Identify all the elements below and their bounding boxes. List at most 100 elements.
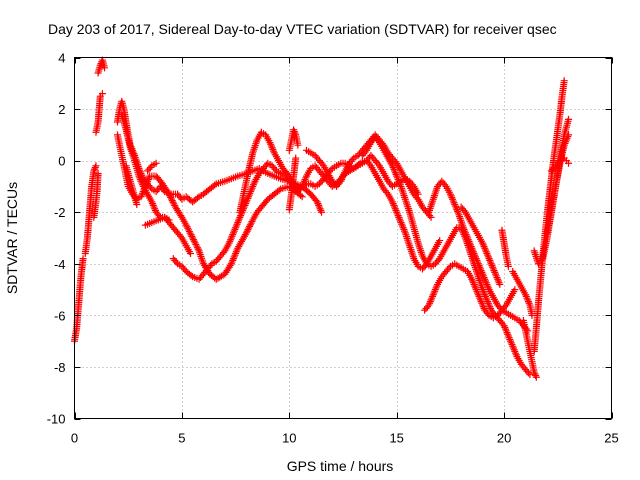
data-point bbox=[152, 159, 160, 167]
data-point bbox=[133, 200, 141, 208]
data-point bbox=[532, 252, 540, 260]
data-point bbox=[396, 179, 404, 187]
data-point bbox=[197, 252, 205, 260]
data-point bbox=[413, 194, 421, 202]
data-point bbox=[167, 193, 175, 201]
data-point bbox=[501, 303, 509, 311]
data-point bbox=[408, 249, 416, 257]
data-point bbox=[479, 272, 487, 280]
data-point bbox=[464, 236, 472, 244]
data-point bbox=[481, 292, 489, 300]
data-point bbox=[338, 174, 346, 182]
data-point bbox=[512, 349, 520, 357]
data-point bbox=[512, 351, 520, 359]
data-point bbox=[504, 330, 512, 338]
data-point bbox=[400, 192, 408, 200]
plot-frame bbox=[74, 57, 612, 419]
data-point bbox=[565, 159, 573, 167]
data-point bbox=[530, 247, 538, 255]
data-point bbox=[388, 198, 396, 206]
data-point bbox=[139, 181, 147, 189]
data-point bbox=[436, 237, 444, 245]
data-point bbox=[405, 240, 413, 248]
data-point bbox=[445, 264, 453, 272]
data-point bbox=[446, 190, 454, 198]
data-point bbox=[290, 127, 298, 135]
data-point bbox=[398, 220, 406, 228]
data-point bbox=[532, 373, 540, 381]
data-point bbox=[148, 198, 156, 206]
data-point bbox=[451, 200, 459, 208]
data-point bbox=[172, 258, 180, 266]
data-point bbox=[469, 279, 477, 287]
data-point bbox=[508, 341, 516, 349]
data-point bbox=[484, 253, 492, 261]
data-point bbox=[481, 277, 489, 285]
data-point bbox=[425, 301, 433, 309]
data-point bbox=[268, 144, 276, 152]
data-point bbox=[404, 238, 412, 246]
y-tick-label: 0 bbox=[58, 154, 65, 169]
data-point bbox=[483, 249, 491, 257]
data-point bbox=[90, 167, 98, 175]
data-point bbox=[339, 172, 347, 180]
data-point bbox=[245, 224, 253, 232]
data-point bbox=[522, 291, 530, 299]
data-point bbox=[477, 267, 485, 275]
data-point bbox=[448, 194, 456, 202]
data-point bbox=[477, 280, 485, 288]
data-point bbox=[337, 177, 345, 185]
data-point bbox=[290, 126, 298, 134]
data-point bbox=[565, 115, 573, 123]
data-point bbox=[531, 249, 539, 257]
data-point bbox=[489, 263, 497, 271]
data-point bbox=[462, 231, 470, 239]
data-point bbox=[92, 162, 100, 170]
data-point bbox=[228, 258, 236, 266]
data-point bbox=[207, 262, 215, 270]
data-point bbox=[415, 243, 423, 251]
data-point bbox=[466, 241, 474, 249]
data-point bbox=[476, 296, 484, 304]
data-point bbox=[294, 141, 302, 149]
y-tick-label: -6 bbox=[54, 308, 66, 323]
data-point bbox=[402, 197, 410, 205]
data-point bbox=[485, 255, 493, 263]
data-point bbox=[447, 192, 455, 200]
data-point bbox=[146, 164, 154, 172]
data-point bbox=[194, 245, 202, 253]
data-point bbox=[246, 189, 254, 197]
data-point bbox=[479, 239, 487, 247]
data-point bbox=[395, 177, 403, 185]
data-point bbox=[471, 251, 479, 259]
data-point bbox=[482, 294, 490, 302]
x-tick-label: 20 bbox=[497, 431, 511, 446]
data-point bbox=[474, 291, 482, 299]
data-point bbox=[432, 284, 440, 292]
data-point bbox=[228, 232, 236, 240]
y-tick-label: 4 bbox=[58, 51, 65, 66]
data-point bbox=[271, 165, 279, 173]
data-point bbox=[151, 205, 159, 213]
data-point bbox=[489, 265, 497, 273]
data-point bbox=[403, 234, 411, 242]
x-tick-label: 5 bbox=[178, 431, 185, 446]
data-point bbox=[403, 199, 411, 207]
data-point bbox=[176, 232, 184, 240]
data-point bbox=[468, 275, 476, 283]
data-point bbox=[389, 164, 397, 172]
data-point bbox=[511, 347, 519, 355]
data-point bbox=[393, 210, 401, 218]
data-point bbox=[449, 197, 457, 205]
data-point bbox=[481, 246, 489, 254]
data-point bbox=[474, 289, 482, 297]
data-point bbox=[91, 164, 99, 172]
data-point bbox=[492, 270, 500, 278]
data-point bbox=[230, 253, 238, 261]
data-point bbox=[484, 282, 492, 290]
data-point bbox=[431, 190, 439, 198]
data-point bbox=[426, 299, 434, 307]
x-tick-label: 15 bbox=[389, 431, 403, 446]
data-point bbox=[249, 149, 257, 157]
data-point bbox=[488, 262, 496, 270]
